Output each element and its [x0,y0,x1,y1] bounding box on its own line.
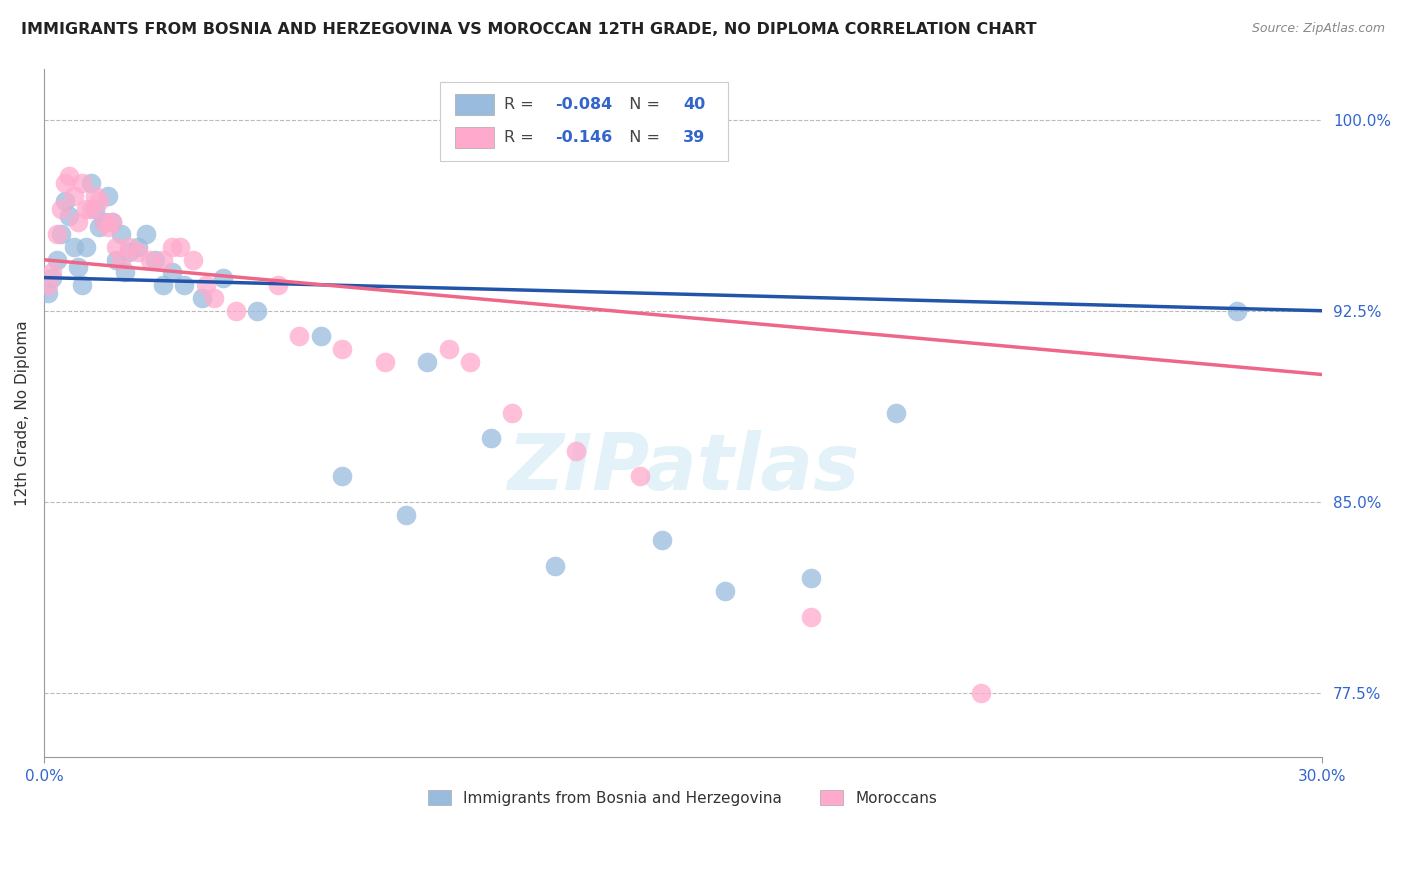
Point [160,265,183,279]
Point [714,584,737,599]
Point [544,558,567,573]
Point [800,609,823,624]
Point [97,219,120,234]
Point [225,303,247,318]
Text: Source: ZipAtlas.com: Source: ZipAtlas.com [1251,22,1385,36]
Point [800,572,823,586]
Point [139,252,162,267]
Point [45,227,67,242]
Point [105,252,128,267]
Point [181,252,204,267]
Text: -0.084: -0.084 [555,97,613,112]
Point [49,202,72,216]
Point [288,329,311,343]
Point [84,202,107,216]
Point [70,176,93,190]
FancyBboxPatch shape [440,82,728,161]
Point [70,278,93,293]
Point [45,252,67,267]
Point [970,686,993,700]
Point [66,260,89,275]
Point [330,342,353,356]
Bar [456,127,494,148]
Point [118,240,141,254]
Point [267,278,290,293]
Point [89,194,111,208]
Point [118,245,141,260]
Point [76,202,98,216]
Point [41,265,63,279]
Point [66,214,89,228]
Point [143,252,166,267]
Point [37,285,59,300]
Point [101,214,124,228]
Point [330,469,353,483]
Text: R =: R = [503,97,538,112]
Point [194,278,217,293]
Point [173,278,195,293]
Point [80,176,103,190]
Point [190,291,212,305]
Point [135,227,157,242]
Point [884,406,907,420]
Point [502,406,524,420]
Text: -0.146: -0.146 [555,130,613,145]
Point [437,342,460,356]
Point [127,245,149,260]
Point [97,189,120,203]
Point [41,270,63,285]
Point [53,176,76,190]
Point [105,240,128,254]
Point [76,240,98,254]
Point [53,194,76,208]
Text: N =: N = [619,97,665,112]
Legend: Immigrants from Bosnia and Herzegovina, Moroccans: Immigrants from Bosnia and Herzegovina, … [419,780,946,814]
Text: 40: 40 [683,97,706,112]
Point [395,508,418,522]
Point [89,219,111,234]
Text: ZIPatlas: ZIPatlas [506,430,859,506]
Point [309,329,332,343]
Point [565,444,588,458]
Bar [456,94,494,115]
Point [84,189,107,203]
Point [211,270,233,285]
Y-axis label: 12th Grade, No Diploma: 12th Grade, No Diploma [15,320,30,506]
Point [458,355,481,369]
Point [1226,303,1249,318]
Point [58,169,80,183]
Point [152,252,174,267]
Point [127,240,149,254]
Point [49,227,72,242]
Text: 39: 39 [683,130,706,145]
Point [651,533,673,548]
Point [58,210,80,224]
Point [110,252,132,267]
Point [37,278,59,293]
Point [101,214,124,228]
Text: N =: N = [619,130,665,145]
Point [479,431,502,445]
Point [160,240,183,254]
Point [246,303,269,318]
Text: R =: R = [503,130,538,145]
Point [80,202,103,216]
Point [628,469,651,483]
Point [374,355,396,369]
Point [169,240,191,254]
Point [114,265,136,279]
Point [110,227,132,242]
Point [416,355,439,369]
Text: IMMIGRANTS FROM BOSNIA AND HERZEGOVINA VS MOROCCAN 12TH GRADE, NO DIPLOMA CORREL: IMMIGRANTS FROM BOSNIA AND HERZEGOVINA V… [21,22,1036,37]
Point [62,240,84,254]
Point [152,278,174,293]
Point [93,214,115,228]
Point [202,291,225,305]
Point [62,189,84,203]
Point [93,214,115,228]
